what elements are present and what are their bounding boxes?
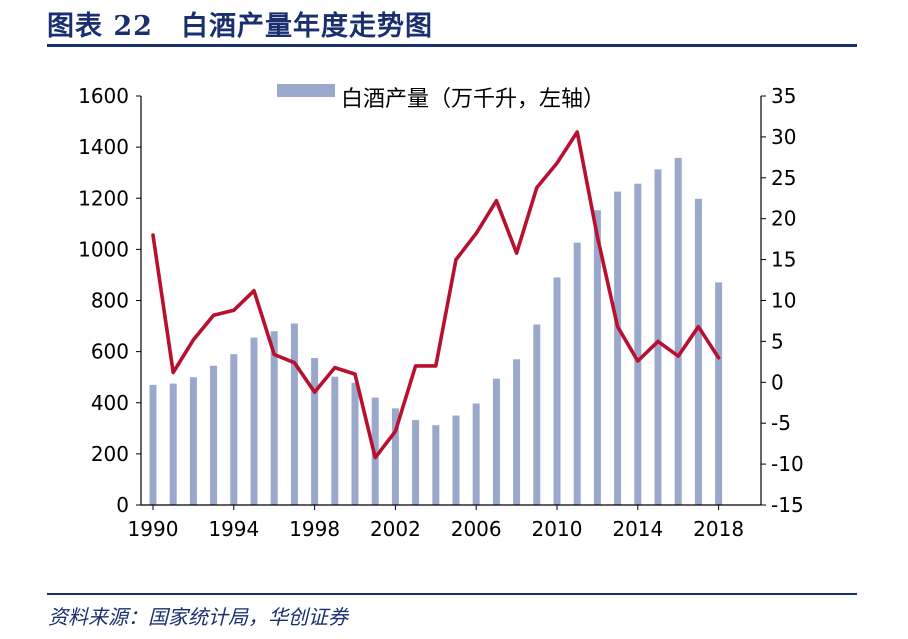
- bar: [593, 210, 601, 506]
- bar: [290, 323, 298, 505]
- bar: [472, 403, 480, 505]
- axes: 0 200 400 600 800 1000 1200 1400 1600 -15 -10 -5 0 5 1…: [78, 84, 804, 541]
- source-rule: [47, 593, 857, 595]
- x-tick-label: 1998: [289, 517, 340, 541]
- chart: 白酒产量（万千升，左轴） 020040060080010001200140016…: [78, 84, 804, 541]
- y-left-tick-label: 0: [116, 493, 129, 517]
- bar: [654, 169, 662, 505]
- y-right-tick-label: 5: [771, 329, 784, 353]
- y-right-tick-label: -10: [771, 452, 804, 476]
- y-left-tick-label: 1600: [78, 84, 129, 108]
- y-right-tick-label: 35: [771, 84, 796, 108]
- source-note: 资料来源：国家统计局，华创证券: [48, 605, 348, 629]
- bar: [614, 191, 622, 505]
- bar: [452, 415, 460, 505]
- bar: [169, 383, 177, 505]
- x-tick-label: 1994: [208, 517, 259, 541]
- page-title: 图表 22 白酒产量年度走势图: [47, 11, 433, 42]
- bar: [351, 382, 359, 505]
- title-rule: [47, 44, 857, 47]
- growth-line: [151, 130, 721, 460]
- legend-label: 白酒产量（万千升，左轴）: [341, 87, 605, 112]
- y-left-tick-label: 800: [91, 289, 129, 313]
- y-right-tick-label: 20: [771, 207, 796, 231]
- x-tick-label: 2014: [612, 517, 663, 541]
- bar: [210, 365, 218, 505]
- y-right-tick-label: 0: [771, 370, 784, 394]
- y-right-tick-label: 30: [771, 125, 796, 149]
- y-left-tick-label: 1400: [78, 135, 129, 159]
- x-tick-label: 2018: [693, 517, 744, 541]
- bar: [432, 425, 440, 505]
- y-right-tick-label: 15: [771, 248, 796, 272]
- bar: [634, 183, 642, 505]
- bar: [553, 277, 561, 505]
- y-left-tick-label: 1200: [78, 186, 129, 210]
- x-tick-label: 2006: [451, 517, 502, 541]
- bar-series: [149, 157, 723, 506]
- bar: [694, 198, 702, 506]
- bar: [331, 376, 339, 505]
- bar: [189, 377, 197, 505]
- bar: [492, 378, 500, 505]
- bar: [533, 324, 541, 505]
- y-right-tick-label: 25: [771, 166, 796, 190]
- y-right-tick-label: -15: [771, 493, 804, 517]
- bar: [573, 242, 581, 505]
- bar: [715, 282, 723, 505]
- y-left-tick-label: 200: [91, 442, 129, 466]
- bar: [270, 331, 278, 505]
- x-tick-label: 1990: [128, 517, 179, 541]
- bar: [674, 157, 682, 505]
- y-right-tick-label: -5: [771, 411, 791, 435]
- bar: [391, 408, 399, 505]
- legend-swatch: [277, 84, 335, 97]
- y-left-tick-label: 400: [91, 391, 129, 415]
- bar: [149, 384, 157, 505]
- bar: [311, 358, 319, 505]
- x-tick-label: 2010: [532, 517, 583, 541]
- bar: [513, 359, 521, 505]
- legend: 白酒产量（万千升，左轴）: [277, 84, 605, 112]
- line-series: [151, 130, 721, 460]
- y-left-tick-label: 1000: [78, 237, 129, 261]
- bar: [412, 420, 420, 505]
- y-right-tick-label: 10: [771, 289, 796, 313]
- y-left-tick-label: 600: [91, 340, 129, 364]
- bar: [250, 337, 258, 505]
- x-tick-label: 2002: [370, 517, 421, 541]
- bar: [230, 354, 238, 505]
